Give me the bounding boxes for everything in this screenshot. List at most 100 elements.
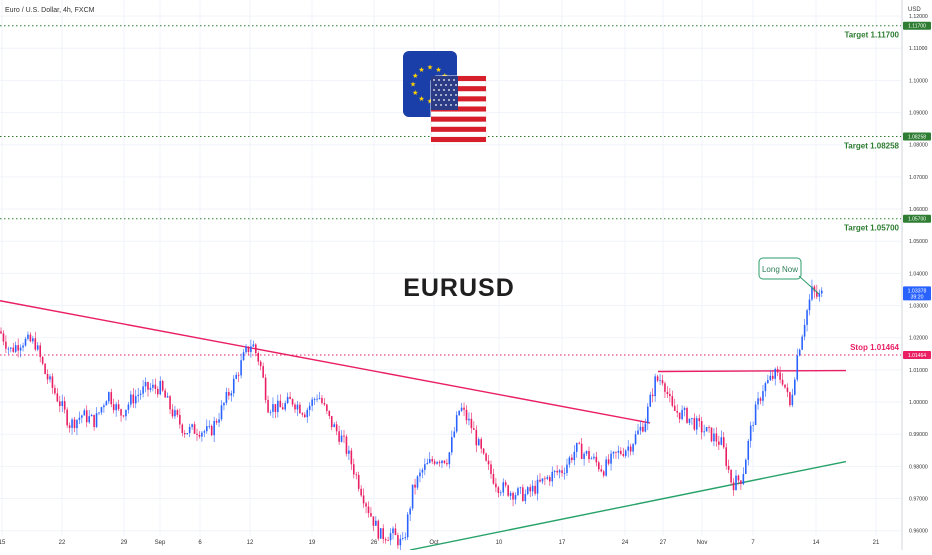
us-star-icon <box>443 79 445 81</box>
candle-body <box>137 394 139 397</box>
eu-star-icon: ★ <box>418 66 424 74</box>
us-star-icon <box>435 84 437 86</box>
candle-body <box>676 410 678 413</box>
candle-body <box>779 372 781 380</box>
candle-body <box>637 430 639 435</box>
candle-body <box>642 426 644 432</box>
candle-body <box>678 412 681 420</box>
candle-body <box>448 452 451 465</box>
candle-body <box>495 483 497 488</box>
candle-body <box>740 480 742 485</box>
us-star-icon <box>453 99 455 101</box>
axis-currency-label: USD <box>908 7 921 13</box>
candle-body <box>468 418 470 421</box>
candle-body <box>487 460 490 465</box>
candle-body <box>49 376 51 380</box>
candle-body <box>563 472 566 474</box>
y-tick-label: 1.12000 <box>909 14 928 20</box>
y-tick-label: 1.03000 <box>909 304 928 310</box>
us-star-icon <box>448 89 450 91</box>
candle-body <box>544 478 546 480</box>
x-tick-label: Nov <box>697 540 708 546</box>
us-stripe <box>431 116 486 122</box>
candle-body <box>703 431 705 433</box>
candle-body <box>203 431 206 433</box>
candle-body <box>781 379 784 385</box>
candle-body <box>29 334 32 342</box>
candle-body <box>105 401 108 406</box>
candle-body <box>568 457 571 465</box>
candle-body <box>492 473 495 484</box>
candle-body <box>294 404 296 410</box>
candle-body <box>326 404 328 411</box>
level-label: Target 1.11700 <box>844 31 899 40</box>
candle-body <box>585 451 588 454</box>
x-tick-label: 27 <box>660 540 667 546</box>
chart-title: Euro / U.S. Dollar, 4h, FXCM <box>5 7 95 14</box>
candle-body <box>252 344 255 347</box>
candle-body <box>139 393 142 395</box>
candle-body <box>196 433 198 435</box>
candle-body <box>338 431 340 442</box>
candle-body <box>367 506 370 514</box>
candle-body <box>17 345 19 351</box>
candle-body <box>321 397 323 404</box>
candle-body <box>399 538 402 546</box>
candle-body <box>428 459 431 463</box>
candle-body <box>127 404 130 410</box>
us-star-icon <box>450 84 452 86</box>
candle-body <box>370 513 372 517</box>
candle-body <box>524 493 527 502</box>
candle-body <box>811 286 813 300</box>
candle-body <box>164 390 166 398</box>
candle-body <box>517 488 519 496</box>
candle-body <box>382 528 384 540</box>
long-now-callout[interactable]: Long Now <box>758 257 820 295</box>
candle-body <box>406 514 409 538</box>
candle-body <box>558 470 561 473</box>
y-tick-labels: 1.12000 1.11000 1.10000 1.09000 1.08000 1.070… <box>909 14 928 535</box>
candle-body <box>796 355 799 380</box>
candle-body <box>482 448 485 454</box>
candle-body <box>208 425 211 427</box>
candle-body <box>693 418 696 430</box>
y-tick-label: 1.05000 <box>909 239 928 245</box>
candle-body <box>262 366 264 378</box>
candle-body <box>590 458 593 460</box>
candle-body <box>629 446 632 452</box>
candle-body <box>377 520 380 539</box>
candle-body <box>416 476 419 488</box>
candle-body <box>120 409 122 416</box>
eu-star-icon: ★ <box>435 66 441 74</box>
candle-body <box>561 470 563 474</box>
candle-body <box>76 419 78 429</box>
candle-body <box>274 404 277 413</box>
candle-body <box>313 399 316 400</box>
candle-body <box>509 492 512 496</box>
x-tick-label: 12 <box>247 540 254 546</box>
candle-body <box>622 453 625 456</box>
descending-trendline <box>0 300 651 424</box>
candle-body <box>122 415 125 417</box>
candle-body <box>110 392 113 405</box>
candle-body <box>5 341 7 349</box>
candle-body <box>752 424 754 426</box>
candle-body <box>720 437 723 445</box>
candle-body <box>522 487 524 502</box>
price-axis[interactable] <box>901 0 932 550</box>
candle-body <box>387 540 389 542</box>
y-tick-label: 1.10000 <box>909 78 928 84</box>
y-tick-label: 1.07000 <box>909 175 928 181</box>
candle-body <box>14 345 17 352</box>
candle-body <box>639 426 642 431</box>
candle-body <box>166 396 169 398</box>
candle-body <box>784 384 786 388</box>
eu-star-icon: ★ <box>427 98 433 106</box>
level-badge-text: 1.08258 <box>908 134 926 140</box>
candle-body <box>112 404 115 411</box>
us-star-icon <box>445 104 447 106</box>
candle-body <box>100 407 103 413</box>
candle-body <box>328 410 331 417</box>
candle-body <box>725 447 727 466</box>
